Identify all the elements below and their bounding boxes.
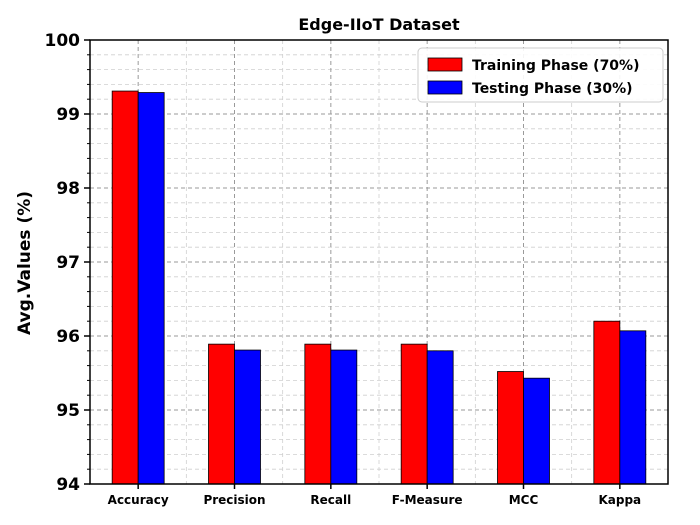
bar-testing-f-measure	[426, 350, 454, 485]
legend-swatch	[427, 80, 463, 95]
legend-box	[417, 47, 664, 103]
y-tick-label: 96	[56, 327, 80, 347]
bar-training-accuracy	[111, 90, 139, 485]
y-tick-label: 97	[56, 253, 80, 273]
grid-lines	[89, 39, 669, 485]
bar-testing-accuracy	[137, 92, 165, 485]
legend-label: Training Phase (70%)	[472, 58, 639, 74]
chart-title: Edge-IIoT Dataset	[298, 15, 460, 34]
x-tick-label: Precision	[203, 493, 265, 507]
x-tick-label: MCC	[509, 493, 539, 507]
bar-training-mcc	[497, 371, 524, 485]
bar-testing-precision	[234, 349, 261, 485]
legend-label: Testing Phase (30%)	[472, 81, 633, 97]
bar-training-recall	[304, 343, 332, 485]
bars	[111, 90, 647, 485]
axes: 94 95 96 97 98 99 100 Accuracy Precision Recall F-…	[45, 31, 669, 507]
y-tick-label: 95	[56, 401, 80, 421]
y-axis-label: Avg.Values (%)	[15, 191, 35, 335]
y-tick-label: 98	[56, 179, 80, 199]
x-tick-label: Kappa	[598, 493, 641, 507]
x-tick-label: F-Measure	[392, 493, 463, 507]
legend-swatch	[427, 57, 463, 72]
bar-training-precision	[208, 343, 235, 485]
y-tick-label: 100	[45, 31, 81, 51]
y-tick-label: 99	[56, 105, 80, 125]
bar-testing-kappa	[619, 330, 647, 485]
bar-testing-recall	[330, 349, 358, 485]
bar-training-f-measure	[400, 343, 428, 485]
y-tick-label: 94	[56, 475, 80, 495]
bar-testing-mcc	[523, 377, 550, 485]
bar-training-kappa	[593, 320, 621, 485]
x-tick-label: Recall	[310, 493, 351, 507]
x-tick-label: Accuracy	[108, 493, 169, 507]
legend: Training Phase (70%) Testing Phase (30%)	[417, 47, 664, 103]
